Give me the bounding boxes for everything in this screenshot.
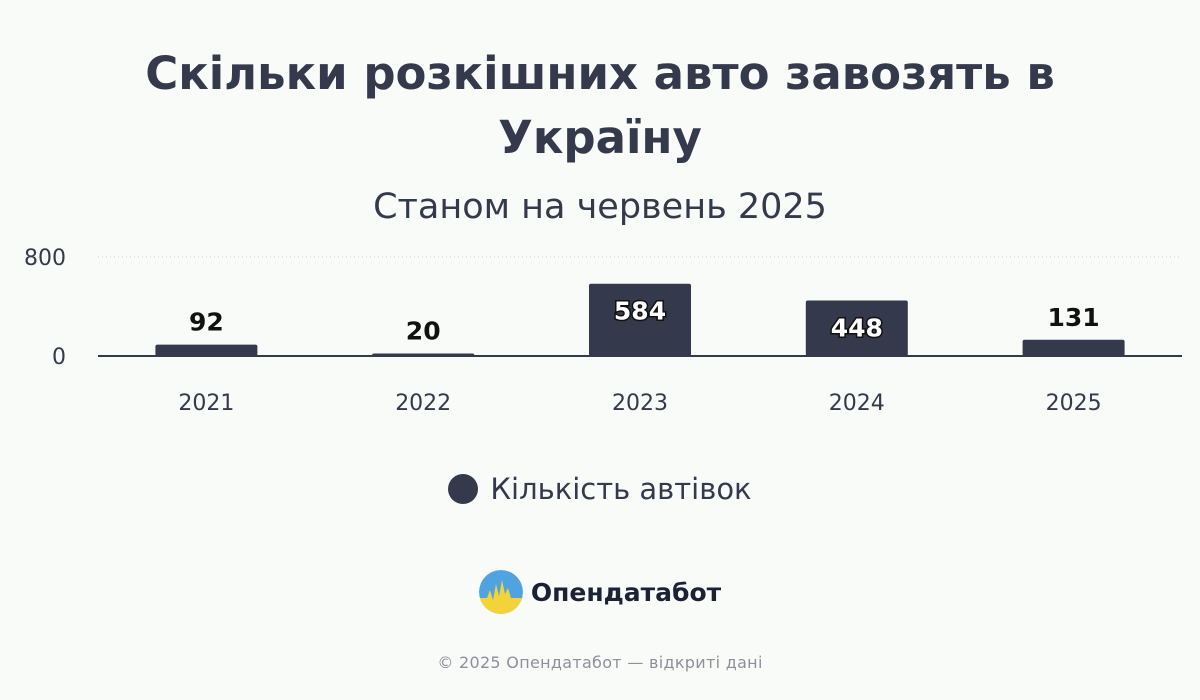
data-label: 20 (406, 317, 441, 346)
legend-label: Кількість автівок (490, 472, 752, 506)
legend-swatch-icon (448, 474, 479, 504)
footer-credit: © 2025 Опендатабот — відкриті дані (437, 653, 763, 672)
data-label: 584 (614, 297, 666, 326)
chart-subtitle: Станом на червень 2025 (373, 187, 827, 227)
data-label: 448 (831, 314, 883, 343)
chart-title: Скільки розкішних авто завозять в Україн… (145, 47, 1055, 164)
grid-layer: 0 800 (24, 246, 1182, 370)
bar-chart: 0 800 92 2021 20 2022 584 2023 448 2024 131 2025 (24, 246, 1182, 416)
data-label: 92 (189, 308, 224, 337)
data-label: 131 (1048, 303, 1100, 332)
x-tick-label: 2022 (395, 391, 451, 416)
bar[interactable] (1022, 339, 1125, 356)
x-tick-label: 2025 (1046, 391, 1102, 416)
y-tick-label: 0 (52, 345, 66, 370)
bar[interactable] (805, 300, 908, 356)
x-tick-label: 2023 (612, 391, 668, 416)
x-tick-label: 2021 (178, 391, 234, 416)
labels-layer: 92 2021 20 2022 584 2023 448 2024 131 2025 (98, 295, 1182, 416)
opendatabot-logo-icon (478, 570, 523, 614)
brand-name: Опендатабот (530, 577, 722, 607)
x-tick-label: 2024 (829, 391, 885, 416)
bar[interactable] (155, 344, 258, 356)
legend[interactable]: Кількість автівок (0, 472, 1200, 506)
brand: Опендатабот (0, 570, 1200, 614)
bars-layer (155, 283, 1125, 356)
bar[interactable] (589, 283, 691, 356)
y-tick-label: 800 (24, 246, 66, 271)
